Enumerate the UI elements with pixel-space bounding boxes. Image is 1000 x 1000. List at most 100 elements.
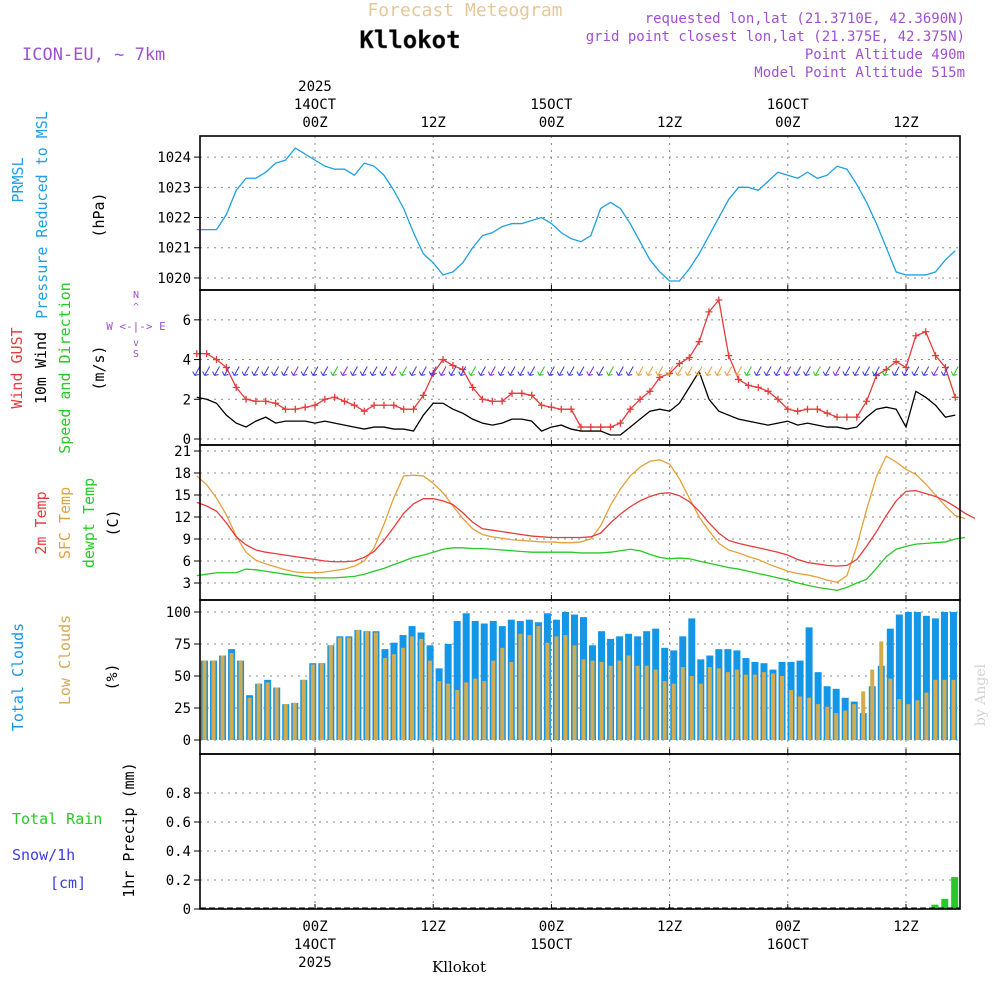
gust-marker [951,393,959,401]
panel-1: 0 2 4 6 [183,290,960,448]
wind-direction-arrow [281,366,289,376]
precip-axis-label: 1hr Precip (mm) [120,762,138,897]
low-cloud-bar [942,679,947,740]
low-cloud-bar [211,660,216,740]
gust-marker [498,397,506,405]
wind-direction-arrow [753,366,762,376]
low-cloud-bar [843,710,848,740]
total-cloud-bar [913,612,921,740]
gust-marker [528,391,536,399]
low-cloud-bar [545,642,550,740]
wind-direction-arrow [517,366,526,376]
gust-marker [301,403,309,411]
low-cloud-bar [310,664,315,740]
panel-2: 3 6 9 12 15 18 21 [174,444,960,600]
wind-direction-arrow [487,366,496,376]
low-cloud-bar [924,692,929,740]
wind-direction-arrow [576,366,585,376]
gust-label: Wind GUST [8,327,26,408]
low-cloud-bar [825,706,830,740]
wind-direction-arrow [615,366,624,376]
wind-direction-arrow [379,366,388,376]
gust-marker [764,387,772,395]
y-tick-label: 100 [166,605,191,621]
top-time-label: 2025 [298,79,332,95]
wind-direction-arrow [507,366,516,376]
low-cloud-bar [482,681,487,740]
low-cloud-bar [608,665,613,740]
low-cloud-bar [653,669,658,740]
snow-label: Snow/1h [12,846,75,864]
low-cloud-bar [590,660,595,740]
low-cloud-bar [725,672,730,740]
wind-dir-label: Speed and Direction [56,282,74,454]
t2m-label: 2m Temp [32,491,50,554]
requested-coords: requested lon,lat (21.3710E, 42.3690N) [645,11,965,27]
compass-rose: W <-|-> E N ^ v S [106,290,166,360]
bottom-time-label: 15OCT [530,937,573,953]
gust-marker [311,401,319,409]
gust-marker [557,405,565,413]
gust-marker [242,395,250,403]
low-cloud-bar [816,704,821,740]
top-time-label: 12Z [421,115,446,131]
sfc-label: SFC Temp [56,487,74,559]
y-tick-label: 0.4 [166,844,191,860]
wind-direction-arrow [192,366,201,376]
low-cloud-bar [419,638,424,740]
low-cloud-bar [527,635,532,740]
top-time-label: 00Z [775,115,800,131]
wind-direction-arrow [221,366,230,376]
bottom-time-label: 12Z [657,919,682,935]
low-cloud-label: Low Clouds [56,615,74,705]
low-cloud-bar [771,673,775,740]
wind-direction-arrow [921,366,930,376]
y-tick-label: 4 [183,353,191,369]
wind-direction-arrow [320,366,329,376]
wind-direction-arrow [675,366,683,376]
compass-we: W <-|-> E [106,320,166,333]
snow-unit: [cm] [50,874,86,892]
wind-direction-arrow [556,366,565,376]
low-cloud-bar [473,678,478,740]
wind-direction-arrow [202,366,211,376]
dewpt-label: dewpt Temp [80,478,98,568]
wind10-line [196,369,956,436]
low-cloud-bar [626,655,631,740]
low-cloud-bar [202,660,207,740]
y-tick-label: 1023 [157,180,191,196]
wind-direction-arrow [359,366,368,376]
low-cloud-bar [446,683,451,740]
wind-direction-arrow [694,366,703,376]
y-tick-label: 2 [183,392,191,408]
y-tick-label: 0 [183,432,191,448]
y-tick-label: 50 [174,669,191,685]
low-cloud-bar [392,654,396,740]
low-cloud-bar [292,702,297,740]
low-cloud-bar [536,626,541,740]
gust-marker [567,405,575,413]
low-cloud-bar [789,690,794,740]
low-cloud-bar [933,679,938,740]
gust-marker [705,308,713,316]
y-tick-label: 6 [183,313,191,329]
gust-marker [518,389,526,397]
grid-point-coords: grid point closest lon,lat (21.375E, 42.… [586,29,965,45]
wind-direction-arrow [832,366,841,376]
wind-direction-arrow [231,366,240,376]
top-time-label: 00Z [539,115,564,131]
point-altitude: Point Altitude 490m [805,47,965,63]
gust-marker [281,405,289,413]
wind-direction-arrow [881,366,890,376]
low-cloud-bar [401,647,406,740]
gust-marker [597,423,605,431]
prmsl-desc-label: Pressure Reduced to MSL [33,111,51,319]
temp-unit: (C) [104,509,122,536]
gust-marker [272,399,280,407]
y-tick-label: 1024 [157,150,191,166]
low-cloud-bar [301,679,306,740]
low-cloud-bar [563,635,568,740]
wind-direction-arrow [872,366,880,376]
low-cloud-bar [662,681,667,740]
wind-direction-arrow [438,366,447,376]
